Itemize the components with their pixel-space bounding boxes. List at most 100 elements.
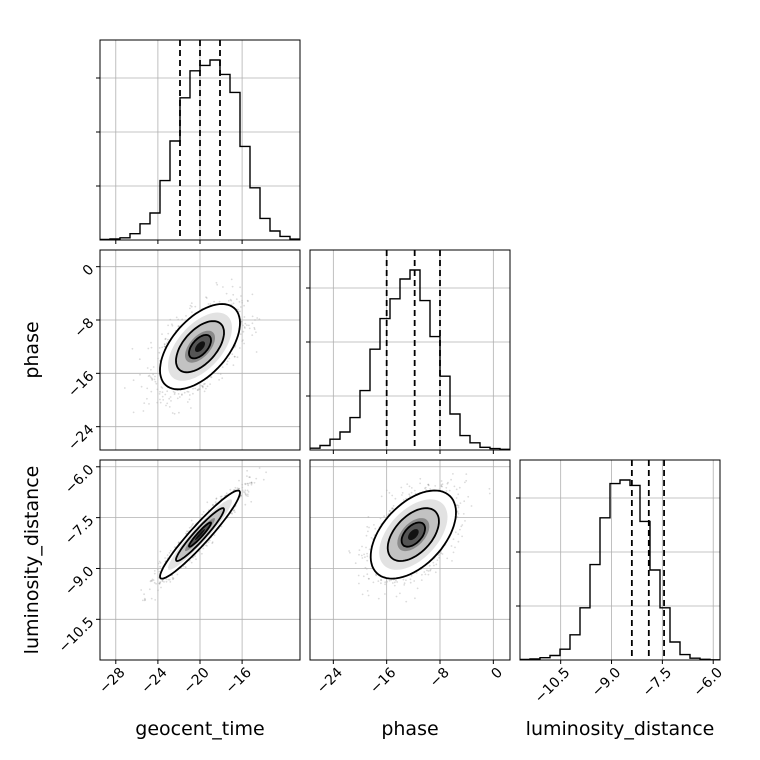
sample-point xyxy=(426,569,428,572)
sample-point xyxy=(400,486,403,489)
sample-point xyxy=(181,394,183,396)
sample-point xyxy=(255,351,258,353)
sample-point xyxy=(213,534,216,537)
sample-point xyxy=(463,500,466,503)
sample-point xyxy=(429,568,432,571)
sample-point xyxy=(414,597,416,600)
sample-point xyxy=(424,487,426,490)
sample-point xyxy=(465,479,468,482)
sample-point xyxy=(203,383,205,385)
sample-point xyxy=(228,357,231,360)
sample-point xyxy=(158,560,161,563)
sample-point xyxy=(161,580,164,583)
sample-point xyxy=(151,578,154,581)
sample-point xyxy=(459,528,461,531)
sample-point xyxy=(390,579,393,581)
sample-point xyxy=(384,593,386,595)
sample-point xyxy=(242,491,245,493)
sample-point xyxy=(427,570,430,572)
sample-point xyxy=(244,489,247,492)
sample-point xyxy=(238,347,241,349)
sample-point xyxy=(408,485,411,488)
sample-point xyxy=(191,311,193,313)
sample-point xyxy=(191,524,194,526)
sample-point xyxy=(389,509,392,512)
sample-point xyxy=(413,489,416,492)
sample-point xyxy=(178,411,180,414)
sample-point xyxy=(440,480,443,482)
sample-point xyxy=(176,397,179,400)
sample-point xyxy=(168,552,171,554)
sample-point xyxy=(161,346,164,349)
sample-point xyxy=(446,557,449,560)
sample-point xyxy=(262,478,265,481)
sample-point xyxy=(243,342,246,345)
sample-point xyxy=(424,573,427,576)
sample-point xyxy=(178,396,181,398)
sample-point xyxy=(132,379,135,382)
sample-point xyxy=(216,283,219,286)
sample-point xyxy=(424,486,427,489)
sample-point xyxy=(211,542,214,545)
sample-point xyxy=(185,315,187,317)
y-tick-label: −10.5 xyxy=(56,614,98,656)
sample-point xyxy=(237,487,240,490)
sample-point xyxy=(396,581,399,583)
sample-point xyxy=(159,401,162,404)
sample-point xyxy=(455,488,458,491)
sample-point xyxy=(365,534,368,537)
sample-point xyxy=(177,541,180,544)
sample-point xyxy=(367,530,369,533)
sample-point xyxy=(150,579,153,582)
sample-point xyxy=(244,327,246,329)
sample-point xyxy=(246,475,248,477)
sample-point xyxy=(461,535,463,538)
sample-point xyxy=(239,286,242,289)
sample-point xyxy=(445,486,448,489)
sample-point xyxy=(172,577,175,580)
sample-point xyxy=(214,501,217,503)
sample-point xyxy=(441,553,444,555)
sample-point xyxy=(402,499,405,501)
sample-point xyxy=(450,545,453,547)
sample-point xyxy=(423,571,426,573)
sample-point xyxy=(205,296,207,299)
sample-point xyxy=(462,513,465,515)
sample-point xyxy=(248,324,250,327)
sample-point xyxy=(237,308,240,311)
sample-point xyxy=(457,540,460,543)
density-peak xyxy=(408,529,419,541)
sample-point xyxy=(255,331,257,334)
sample-point xyxy=(405,497,407,500)
sample-point xyxy=(399,592,401,595)
sample-point xyxy=(169,581,172,583)
sample-point xyxy=(238,487,241,490)
sample-point xyxy=(383,515,386,518)
y-tick-label: −6.0 xyxy=(62,462,97,497)
sample-point xyxy=(425,489,427,491)
sample-point xyxy=(190,305,193,308)
sample-point xyxy=(349,551,351,554)
sample-point xyxy=(182,565,185,568)
sample-point xyxy=(194,305,197,308)
sample-point xyxy=(153,581,156,584)
sample-point xyxy=(190,302,193,304)
sample-point xyxy=(454,546,456,549)
x-axis-label: phase xyxy=(381,718,438,740)
y-tick-label: −24 xyxy=(65,422,97,454)
sample-point xyxy=(201,552,203,555)
sample-point xyxy=(175,316,178,319)
sample-point xyxy=(394,497,397,500)
x-tick-label: 0 xyxy=(488,665,506,683)
sample-point xyxy=(458,486,461,489)
sample-point xyxy=(453,485,456,488)
sample-point xyxy=(428,564,431,567)
sample-point xyxy=(249,476,251,479)
sample-point xyxy=(167,332,170,335)
sample-point xyxy=(150,341,152,344)
sample-point xyxy=(169,396,172,398)
sample-point xyxy=(139,373,141,376)
sample-point xyxy=(457,506,460,509)
sample-point xyxy=(363,553,365,556)
sample-point xyxy=(142,410,145,412)
